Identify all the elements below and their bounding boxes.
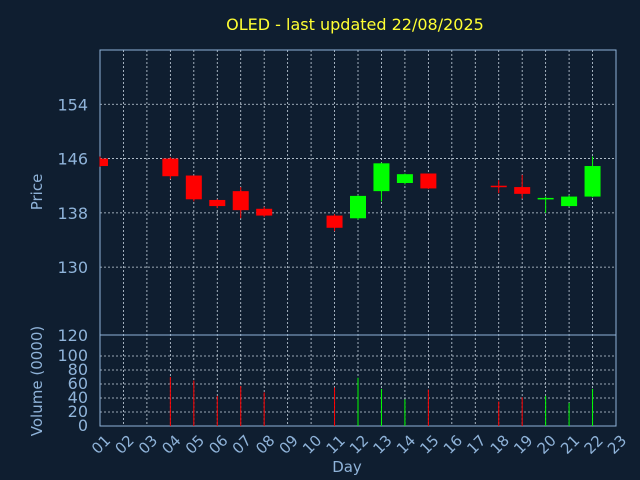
candle-body: [100, 158, 108, 167]
x-tick-label: 13: [369, 432, 395, 458]
x-tick-label: 15: [416, 432, 442, 458]
x-tick-label: 22: [581, 432, 607, 458]
volume-tick-label: 40: [68, 388, 88, 407]
x-tick-label: 05: [182, 432, 208, 458]
x-tick-label: 21: [557, 432, 583, 458]
volume-tick-label: 20: [68, 402, 88, 421]
candle-body: [396, 174, 413, 183]
candle-body: [256, 208, 273, 216]
volume-bars: [169, 377, 594, 426]
price-tick-label: 146: [57, 150, 88, 169]
candle-body: [514, 187, 531, 194]
volume-tick-label: 80: [68, 360, 88, 379]
x-tick-label: 01: [88, 432, 114, 458]
price-tick-label: 120: [57, 326, 88, 345]
candles: [99, 156, 601, 232]
candle-body: [373, 163, 390, 192]
price-tick-label: 130: [57, 258, 88, 277]
chart-title: OLED - last updated 22/08/2025: [226, 15, 484, 34]
x-tick-label: 18: [487, 432, 513, 458]
x-tick-label: 02: [111, 432, 137, 458]
candle-body: [326, 215, 343, 228]
candle-body: [209, 199, 226, 207]
price-axis-label: Price: [28, 174, 46, 211]
x-tick-label: 11: [323, 432, 349, 458]
candle-body: [162, 158, 179, 177]
volume-axis-label: Volume (0000): [28, 326, 46, 436]
x-tick-label: 03: [135, 432, 161, 458]
volume-tick-label: 0: [78, 416, 88, 435]
x-tick-label: 07: [229, 432, 255, 458]
x-tick-label: 23: [604, 432, 630, 458]
candle-body: [350, 195, 366, 219]
tick-labels: 1201301381461540204060801000102030405060…: [57, 95, 630, 457]
volume-tick-label: 100: [57, 346, 88, 365]
x-tick-label: 20: [534, 432, 560, 458]
x-axis-label: Day: [332, 458, 362, 476]
candle-body: [561, 196, 578, 207]
x-tick-label: 09: [276, 432, 302, 458]
volume-tick-label: 60: [68, 374, 88, 393]
candle-body: [420, 173, 437, 189]
x-tick-label: 06: [205, 432, 231, 458]
grid-layer: [99, 50, 617, 426]
x-tick-label: 14: [393, 432, 419, 458]
x-tick-label: 12: [346, 432, 372, 458]
x-tick-label: 19: [510, 432, 536, 458]
price-tick-label: 138: [57, 204, 88, 223]
candle-body: [490, 185, 507, 188]
candle-body: [185, 175, 202, 200]
x-tick-label: 04: [158, 432, 184, 458]
x-tick-label: 17: [463, 432, 489, 458]
x-tick-label: 10: [299, 432, 325, 458]
candle-body: [584, 166, 601, 197]
price-tick-label: 154: [57, 95, 88, 114]
price-panel-frame: [99, 49, 617, 336]
candle-body: [537, 197, 554, 200]
x-tick-label: 08: [252, 432, 278, 458]
x-tick-label: 16: [440, 432, 466, 458]
candle-body: [232, 191, 249, 211]
